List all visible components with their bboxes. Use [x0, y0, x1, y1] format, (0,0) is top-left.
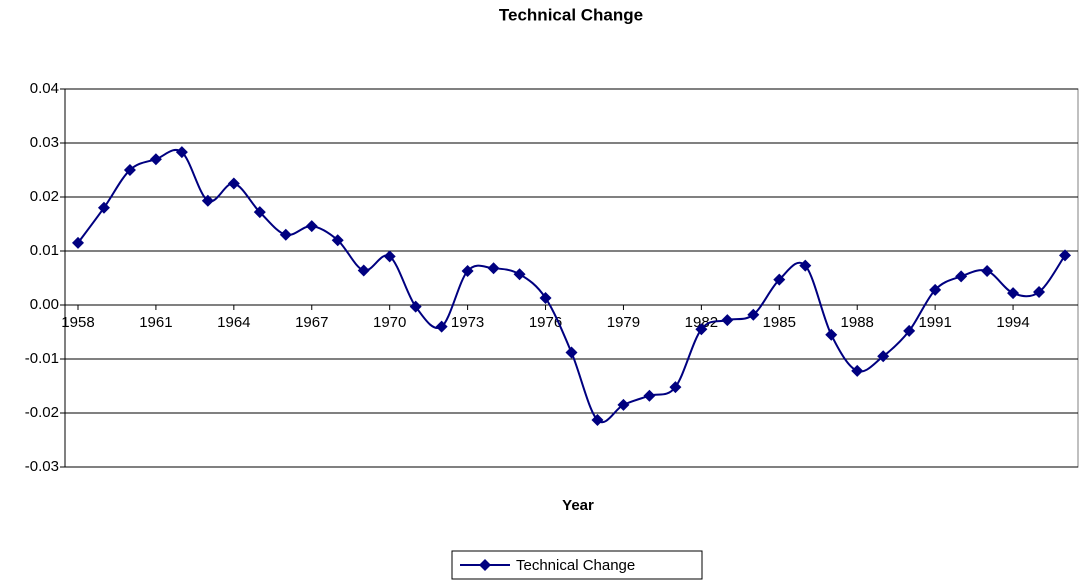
data-point — [539, 291, 552, 304]
data-point — [279, 228, 292, 241]
data-point — [565, 346, 578, 359]
x-tick-label: 1985 — [763, 314, 796, 331]
y-tick-label: 0.03 — [30, 134, 59, 151]
data-point — [721, 314, 734, 327]
y-tick-label: 0.01 — [30, 242, 59, 259]
x-tick-label: 1961 — [139, 314, 172, 331]
data-point — [175, 146, 188, 159]
plot-area — [64, 88, 1079, 468]
data-point — [617, 398, 630, 411]
x-tick-label: 1991 — [918, 314, 951, 331]
data-point — [409, 300, 422, 313]
x-tick-label: 1973 — [451, 314, 484, 331]
x-tick-label: 1958 — [61, 314, 94, 331]
y-tick-label: 0.02 — [30, 188, 59, 205]
data-point — [201, 194, 214, 207]
data-point — [851, 364, 864, 377]
data-point — [929, 283, 942, 296]
data-point — [981, 264, 994, 277]
data-point — [669, 381, 682, 394]
y-tick-label: -0.01 — [25, 350, 59, 367]
data-point — [695, 323, 708, 336]
data-point — [97, 201, 110, 214]
data-point — [305, 220, 318, 233]
data-point — [591, 414, 604, 427]
x-axis-title: Year — [562, 497, 594, 514]
data-point — [123, 164, 136, 176]
data-point — [461, 264, 474, 277]
x-tick-label: 1970 — [373, 314, 406, 331]
data-point — [747, 308, 760, 321]
data-point — [825, 328, 838, 341]
data-point — [773, 273, 786, 286]
data-point — [1059, 249, 1072, 262]
data-point — [1007, 287, 1020, 300]
data-point — [149, 153, 162, 166]
data-point — [955, 270, 968, 283]
y-tick-label: 0.00 — [30, 296, 59, 313]
x-tick-label: 1988 — [841, 314, 874, 331]
y-tick-label: 0.04 — [30, 80, 59, 97]
y-tick-label: -0.03 — [25, 458, 59, 475]
y-tick-label: -0.02 — [25, 404, 59, 421]
data-point — [331, 234, 344, 247]
data-point — [877, 350, 890, 363]
data-point — [513, 268, 526, 281]
data-point — [71, 236, 84, 249]
data-point — [799, 259, 812, 272]
chart-title: Technical Change — [499, 5, 643, 24]
x-tick-label: 1976 — [529, 314, 562, 331]
data-point — [1033, 286, 1046, 299]
data-point — [643, 389, 656, 402]
legend-label: Technical Change — [516, 557, 635, 574]
legend-marker — [479, 559, 491, 571]
x-tick-label: 1967 — [295, 314, 328, 331]
data-point — [903, 324, 916, 337]
x-tick-label: 1979 — [607, 314, 640, 331]
data-point — [487, 262, 500, 275]
x-tick-label: 1994 — [996, 314, 1029, 331]
data-point — [227, 177, 240, 190]
data-point — [435, 320, 448, 333]
data-point — [253, 206, 266, 219]
x-tick-label: 1964 — [217, 314, 250, 331]
legend: Technical Change — [451, 550, 703, 580]
data-point — [383, 250, 396, 263]
x-tick-label: 1982 — [685, 314, 718, 331]
data-point — [357, 264, 370, 277]
